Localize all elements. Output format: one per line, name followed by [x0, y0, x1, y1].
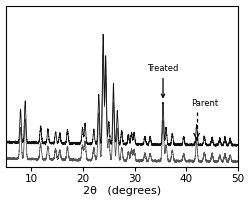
X-axis label: 2θ   (degrees): 2θ (degrees)	[83, 186, 161, 196]
Text: Parent: Parent	[191, 99, 218, 107]
Text: Treated: Treated	[147, 64, 179, 97]
